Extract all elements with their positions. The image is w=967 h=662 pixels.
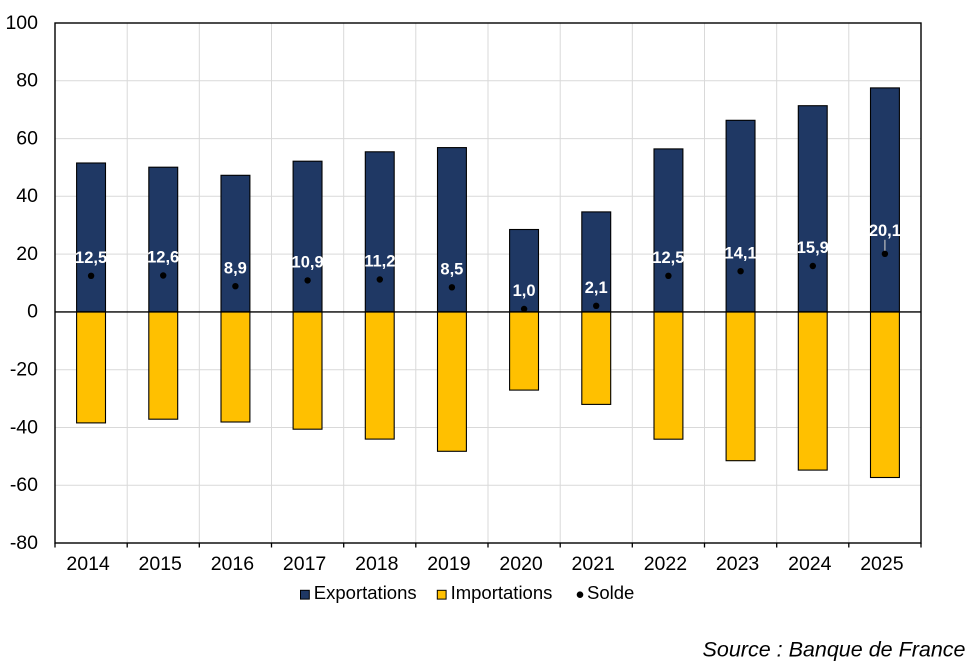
svg-text:-60: -60 bbox=[10, 474, 38, 496]
svg-text:0: 0 bbox=[27, 301, 38, 323]
svg-text:2022: 2022 bbox=[644, 553, 687, 575]
svg-text:2015: 2015 bbox=[139, 553, 183, 575]
svg-text:Exportations: Exportations bbox=[314, 582, 417, 603]
svg-text:20,1: 20,1 bbox=[869, 222, 901, 240]
svg-text:-20: -20 bbox=[10, 359, 38, 381]
svg-text:2019: 2019 bbox=[427, 553, 470, 575]
svg-text:60: 60 bbox=[16, 127, 38, 149]
svg-text:80: 80 bbox=[16, 70, 38, 92]
svg-text:2014: 2014 bbox=[66, 553, 110, 575]
svg-text:12,6: 12,6 bbox=[147, 249, 179, 267]
svg-text:100: 100 bbox=[5, 12, 38, 34]
svg-text:2,1: 2,1 bbox=[585, 279, 608, 297]
svg-text:12,5: 12,5 bbox=[652, 249, 684, 267]
svg-text:1,0: 1,0 bbox=[513, 282, 536, 300]
svg-text:2023: 2023 bbox=[716, 553, 759, 575]
svg-text:-40: -40 bbox=[10, 416, 38, 438]
svg-text:11,2: 11,2 bbox=[364, 253, 395, 271]
svg-text:14,1: 14,1 bbox=[725, 244, 757, 262]
svg-text:2024: 2024 bbox=[788, 553, 832, 575]
svg-text:2021: 2021 bbox=[572, 553, 615, 575]
svg-text:2018: 2018 bbox=[355, 553, 398, 575]
svg-text:2016: 2016 bbox=[211, 553, 254, 575]
svg-text:20: 20 bbox=[16, 243, 38, 265]
svg-text:Source : Banque de France: Source : Banque de France bbox=[703, 638, 966, 662]
svg-text:40: 40 bbox=[16, 185, 38, 207]
svg-text:8,9: 8,9 bbox=[224, 259, 247, 277]
svg-text:8,5: 8,5 bbox=[440, 261, 463, 279]
svg-text:-80: -80 bbox=[10, 532, 38, 554]
svg-text:2017: 2017 bbox=[283, 553, 326, 575]
svg-text:Importations: Importations bbox=[451, 582, 553, 603]
svg-text:12,5: 12,5 bbox=[75, 249, 107, 267]
svg-text:2025: 2025 bbox=[860, 553, 904, 575]
svg-text:10,9: 10,9 bbox=[292, 254, 324, 272]
svg-text:Solde: Solde bbox=[587, 582, 634, 603]
svg-text:15,9: 15,9 bbox=[797, 239, 829, 257]
svg-text:2020: 2020 bbox=[499, 553, 543, 575]
